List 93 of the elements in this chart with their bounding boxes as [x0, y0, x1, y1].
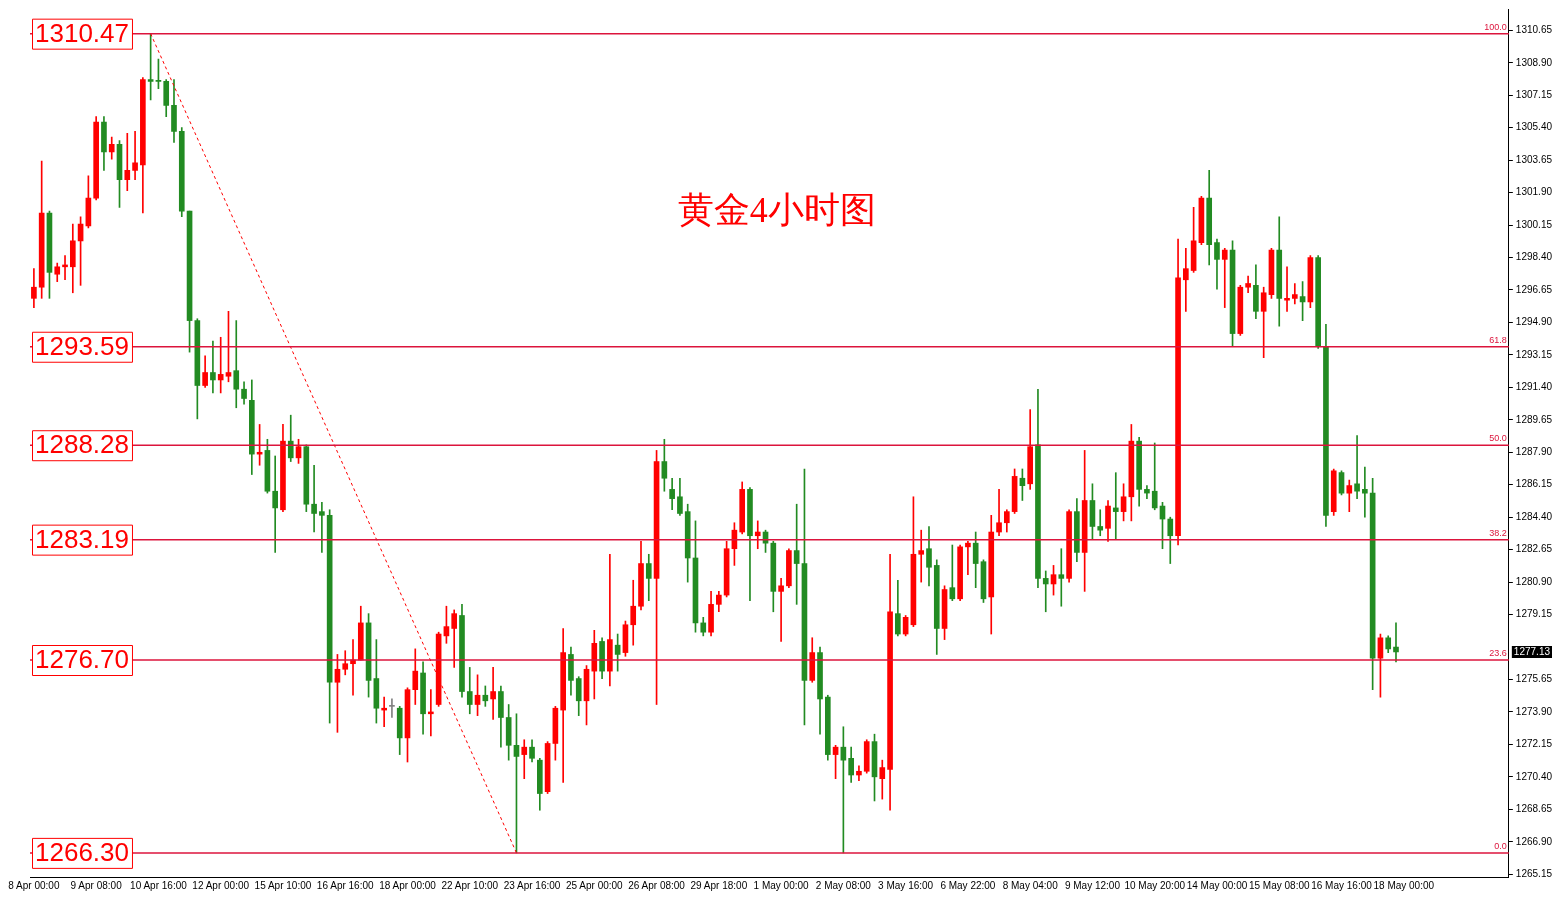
- candlestick: [607, 553, 613, 687]
- candlestick: [778, 578, 784, 642]
- ref-line-label: 1310.47: [35, 17, 129, 48]
- candlestick: [311, 464, 317, 533]
- x-tick-label: 26 Apr 08:00: [628, 879, 686, 891]
- candlestick: [1354, 435, 1360, 499]
- x-tick-label: 22 Apr 10:00: [441, 879, 499, 891]
- y-tick-label: 1296.65: [1515, 283, 1553, 295]
- candlestick: [856, 765, 862, 781]
- x-tick-label: 12 Apr 00:00: [192, 879, 250, 891]
- y-tick-label: 1303.65: [1515, 153, 1553, 165]
- candlestick: [210, 340, 216, 394]
- candlestick: [124, 132, 131, 192]
- x-tick-label: 25 Apr 00:00: [565, 879, 624, 891]
- x-tick-label: 3 May 16:00: [878, 879, 934, 891]
- x-tick-label: 8 Apr 00:00: [8, 879, 60, 891]
- y-tick-label: 1275.65: [1515, 673, 1553, 685]
- candlestick: [1183, 247, 1189, 312]
- y-tick-label: 1310.65: [1515, 24, 1553, 36]
- annotation: 0.0: [1494, 840, 1507, 851]
- x-tick-label: 15 Apr 10:00: [254, 879, 312, 891]
- annotation: 23.6: [1489, 647, 1507, 658]
- y-tick-label: 1307.15: [1515, 88, 1553, 100]
- candlestick: [1346, 479, 1353, 512]
- candlestick: [1362, 466, 1368, 518]
- annotation: 38.2: [1489, 527, 1507, 538]
- y-tick-label: 1265.15: [1515, 867, 1553, 879]
- y-tick-label: 1305.40: [1515, 121, 1553, 133]
- y-tick-label: 1280.90: [1515, 575, 1553, 587]
- text: 黄金4小时图: [677, 190, 876, 231]
- ref-line-label: 1288.28: [35, 429, 129, 460]
- x-tick-label: 9 May 12:00: [1064, 879, 1121, 891]
- x-tick-label: 18 May 00:00: [1373, 879, 1435, 891]
- y-tick-label: 1286.15: [1515, 478, 1553, 490]
- candlestick: [1058, 548, 1065, 607]
- candlestick: [754, 520, 761, 550]
- candlestick: [1042, 570, 1049, 613]
- candlestick: [1112, 472, 1119, 540]
- candlestick: [521, 739, 528, 780]
- ref-line-label: 1293.59: [35, 330, 129, 361]
- x-tick-label: 15 May 08:00: [1248, 879, 1310, 891]
- y-tick-label: 1291.40: [1515, 381, 1553, 393]
- y-tick-label: 1282.65: [1515, 543, 1553, 555]
- y-tick-label: 1287.90: [1515, 446, 1553, 458]
- x-tick-label: 16 Apr 16:00: [316, 879, 375, 891]
- text: 1277.13: [1513, 645, 1551, 657]
- candlestick: [217, 336, 224, 394]
- x-tick-label: 1 May 00:00: [753, 879, 810, 891]
- ref-line-label: 1266.30: [35, 837, 129, 868]
- y-tick-label: 1268.65: [1515, 803, 1553, 815]
- x-tick-label: 14 May 00:00: [1186, 879, 1248, 891]
- y-tick-label: 1272.15: [1515, 738, 1553, 750]
- x-tick-label: 18 Apr 00:00: [379, 879, 437, 891]
- y-tick-label: 1273.90: [1515, 705, 1553, 717]
- candlestick: [490, 667, 496, 720]
- y-tick-label: 1301.90: [1515, 186, 1553, 198]
- candlestick: [1221, 247, 1228, 308]
- ref-line-label: 1276.70: [35, 644, 129, 675]
- y-tick-label: 1289.65: [1515, 413, 1553, 425]
- y-tick-label: 1266.90: [1515, 835, 1553, 847]
- x-tick-label: 8 May 04:00: [1002, 879, 1059, 891]
- x-tick-label: 29 Apr 18:00: [690, 879, 748, 891]
- y-tick-label: 1300.15: [1515, 218, 1553, 230]
- x-tick-label: 10 May 20:00: [1124, 879, 1186, 891]
- y-tick-label: 1308.90: [1515, 56, 1553, 68]
- candlestick: [233, 320, 240, 409]
- x-tick-label: 2 May 08:00: [815, 879, 872, 891]
- x-tick-label: 9 Apr 08:00: [70, 879, 123, 891]
- y-tick-label: 1270.40: [1515, 770, 1553, 782]
- candlestick: [996, 489, 1002, 537]
- y-tick-label: 1279.15: [1515, 608, 1553, 620]
- ref-line-label: 1283.19: [35, 523, 129, 554]
- x-tick-label: 6 May 22:00: [940, 879, 996, 891]
- candlestick: [319, 502, 325, 553]
- annotation: 50.0: [1489, 433, 1507, 444]
- candlestick: [965, 540, 971, 576]
- annotation: 100.0: [1484, 21, 1507, 32]
- candlestick: [1393, 622, 1399, 663]
- y-tick-label: 1294.90: [1515, 316, 1553, 328]
- candlestick: [1291, 283, 1298, 305]
- y-tick-label: 1293.15: [1515, 348, 1553, 360]
- x-tick-label: 16 May 16:00: [1311, 879, 1373, 891]
- candlestick: [1284, 266, 1290, 312]
- x-tick-label: 23 Apr 16:00: [503, 879, 561, 891]
- candlestick: [389, 698, 395, 718]
- x-tick-label: 10 Apr 16:00: [130, 879, 188, 891]
- candlestick: [1097, 509, 1104, 537]
- annotation: 61.8: [1489, 334, 1507, 345]
- candlestick: [918, 529, 925, 583]
- y-tick-label: 1298.40: [1515, 251, 1553, 263]
- y-tick-label: 1284.40: [1515, 510, 1553, 522]
- candlestick: [132, 131, 138, 180]
- candlestick: [272, 455, 279, 553]
